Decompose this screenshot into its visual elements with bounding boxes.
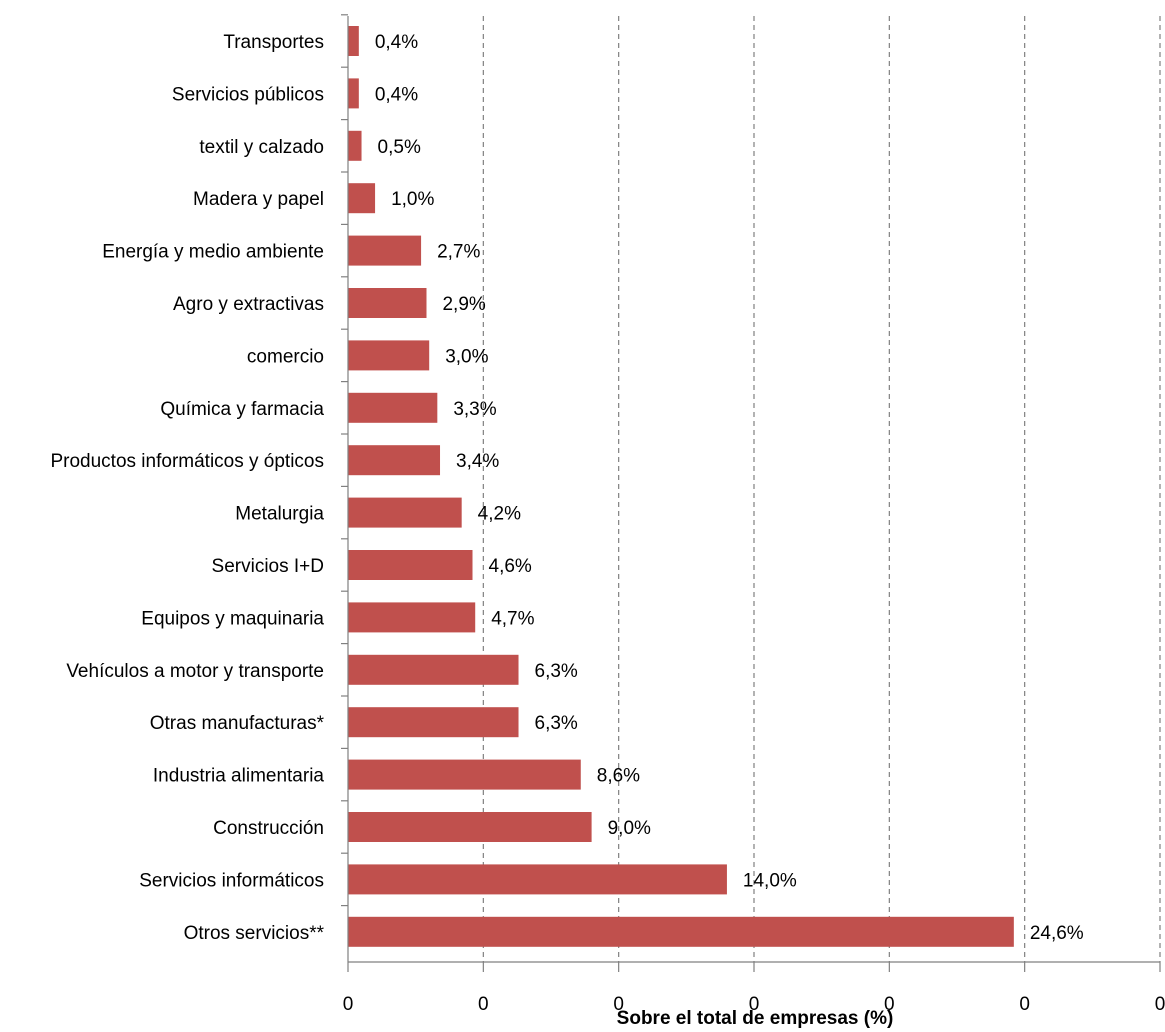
value-label: 4,2% bbox=[478, 504, 521, 525]
bars bbox=[348, 26, 1014, 947]
category-label: Industria alimentaria bbox=[153, 766, 325, 787]
category-label: Energía y medio ambiente bbox=[102, 242, 324, 263]
axes bbox=[341, 14, 1161, 972]
grid-lines bbox=[482, 16, 1161, 962]
category-label: Servicios informáticos bbox=[139, 870, 324, 891]
category-label: Transportes bbox=[223, 32, 324, 53]
category-label: Construcción bbox=[213, 818, 324, 839]
value-label: 0,4% bbox=[375, 32, 418, 53]
bar bbox=[348, 445, 441, 476]
category-label: textil y calzado bbox=[199, 137, 324, 158]
category-label: Servicios públicos bbox=[172, 84, 324, 105]
category-label: Química y farmacia bbox=[160, 399, 324, 420]
category-label: Vehículos a motor y transporte bbox=[66, 661, 324, 682]
value-label: 2,9% bbox=[442, 294, 485, 315]
x-tick-label: 0 bbox=[613, 994, 624, 1015]
x-tick-label: 0 bbox=[884, 994, 895, 1015]
category-label: Productos informáticos y ópticos bbox=[50, 451, 324, 472]
category-label: comercio bbox=[247, 346, 324, 367]
category-label: Equipos y maquinaria bbox=[141, 608, 324, 629]
value-label: 2,7% bbox=[437, 242, 480, 263]
bar bbox=[348, 392, 438, 423]
value-label: 1,0% bbox=[391, 189, 434, 210]
bar bbox=[348, 288, 427, 318]
category-label: Otras manufacturas* bbox=[150, 713, 325, 734]
category-label: Otros servicios** bbox=[184, 923, 325, 944]
bar bbox=[348, 235, 422, 266]
x-tick-label: 0 bbox=[343, 994, 354, 1015]
bar bbox=[348, 183, 376, 214]
value-label: 24,6% bbox=[1030, 923, 1084, 944]
value-label: 9,0% bbox=[608, 818, 651, 839]
bar bbox=[348, 707, 519, 738]
bar bbox=[348, 812, 592, 842]
bar bbox=[348, 864, 727, 895]
x-axis-title: Sobre el total de empresas (%) bbox=[617, 1008, 894, 1029]
bar bbox=[348, 497, 462, 528]
bar bbox=[348, 340, 430, 371]
category-label: Metalurgia bbox=[235, 504, 324, 525]
bar bbox=[348, 654, 519, 685]
bar bbox=[348, 78, 359, 109]
value-label: 8,6% bbox=[597, 766, 640, 787]
category-label: Madera y papel bbox=[193, 189, 324, 210]
labels: 0 0 0 0 0 0 0 Transportes 0,4% Servicios públicos… bbox=[50, 32, 1165, 1015]
value-label: 0,4% bbox=[375, 84, 418, 105]
x-tick-label: 0 bbox=[1155, 994, 1165, 1015]
value-label: 6,3% bbox=[535, 661, 578, 682]
x-tick-label: 0 bbox=[478, 994, 489, 1015]
bar bbox=[348, 26, 359, 56]
x-tick-label: 0 bbox=[749, 994, 760, 1015]
category-label: Servicios I+D bbox=[212, 556, 324, 577]
value-label: 6,3% bbox=[535, 713, 578, 734]
bar bbox=[348, 130, 362, 161]
value-label: 3,0% bbox=[445, 346, 488, 367]
bar bbox=[348, 916, 1014, 947]
value-label: 14,0% bbox=[743, 870, 797, 891]
bar bbox=[348, 550, 473, 580]
value-label: 4,6% bbox=[489, 556, 532, 577]
value-label: 0,5% bbox=[378, 137, 421, 158]
category-label: Agro y extractivas bbox=[173, 294, 324, 315]
bar bbox=[348, 602, 476, 633]
value-label: 3,3% bbox=[453, 399, 496, 420]
value-label: 3,4% bbox=[456, 451, 499, 472]
bar bbox=[348, 759, 581, 790]
x-tick-label: 0 bbox=[1019, 994, 1030, 1015]
value-label: 4,7% bbox=[491, 608, 534, 629]
